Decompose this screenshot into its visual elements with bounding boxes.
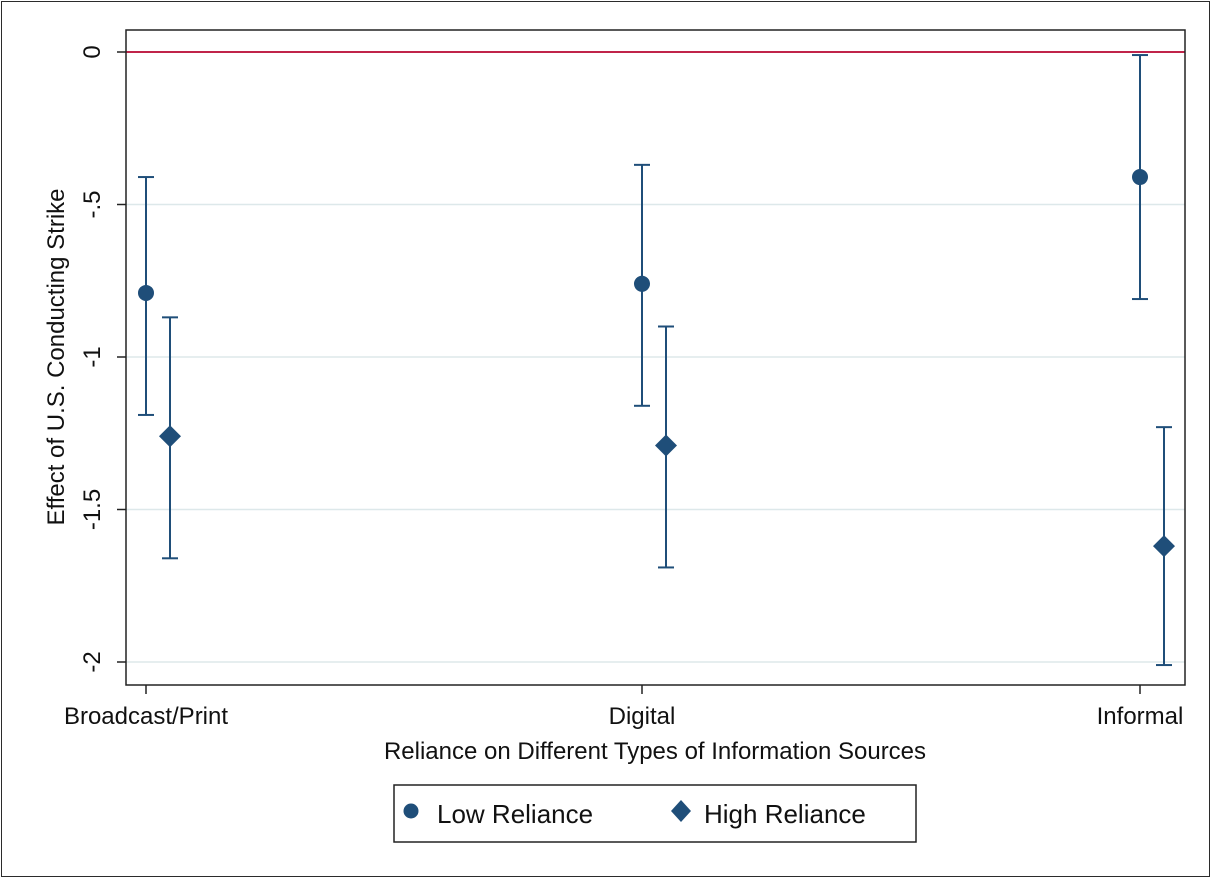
point-series-0-cat-0	[138, 284, 154, 301]
legend: Low Reliance High Reliance	[393, 784, 917, 843]
x-tick-label-1: Digital	[609, 703, 676, 730]
point-series-0-cat-2	[1132, 169, 1148, 186]
point-series-1-cat-2	[1153, 535, 1175, 558]
y-tick-label-2: -1	[79, 346, 106, 367]
x-tick-label-2: Informal	[1097, 703, 1184, 730]
point-series-0-cat-1	[634, 275, 650, 292]
legend-marker-high-reliance	[671, 800, 691, 822]
y-axis-title: Effect of U.S. Conducting Strike	[43, 188, 70, 525]
legend-marker-low-reliance	[403, 803, 419, 819]
point-series-1-cat-0	[159, 425, 181, 448]
legend-box	[393, 784, 917, 843]
axes-layer: 0 -.5 -1 -1.5 -2 Broadcast/Print Digital Inform…	[64, 29, 1186, 730]
y-tick-label-1: -.5	[79, 190, 106, 218]
x-axis-title: Reliance on Different Types of Informati…	[384, 738, 926, 765]
y-tick-label-3: -1.5	[79, 489, 106, 530]
y-tick-label-0: 0	[79, 45, 106, 58]
legend-label-high-reliance: High Reliance	[704, 799, 866, 829]
legend-label-low-reliance: Low Reliance	[437, 799, 593, 829]
y-tick-label-4: -2	[79, 651, 106, 672]
marks-layer	[138, 54, 1175, 667]
point-series-1-cat-1	[655, 434, 677, 457]
x-tick-label-0: Broadcast/Print	[64, 703, 228, 730]
grid-layer	[126, 203, 1185, 663]
